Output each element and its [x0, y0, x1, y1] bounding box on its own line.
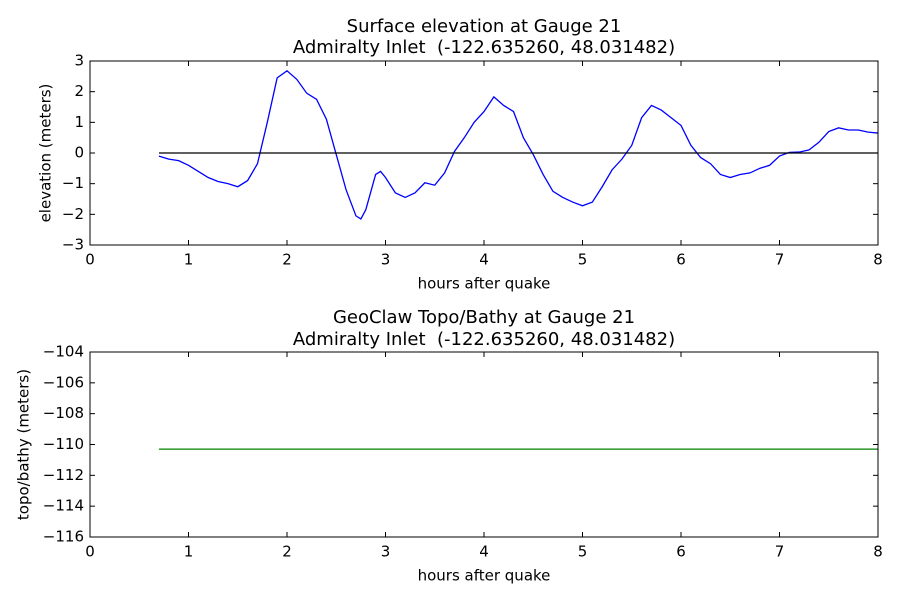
- x-tick-label: 3: [381, 251, 391, 269]
- y-tick-label: −106: [43, 373, 84, 391]
- x-tick-label: 4: [479, 251, 489, 269]
- x-tick-label: 7: [775, 543, 785, 561]
- y-tick-label: −104: [43, 343, 84, 361]
- x-tick-label: 6: [676, 543, 686, 561]
- x-tick-label: 5: [578, 543, 588, 561]
- chart-title: Surface elevation at Gauge 21: [347, 16, 622, 37]
- y-tick-label: −114: [43, 497, 84, 515]
- y-tick-label: 2: [74, 82, 84, 100]
- x-tick-label: 0: [85, 543, 95, 561]
- x-tick-label: 2: [282, 251, 292, 269]
- x-tick-label: 6: [676, 251, 686, 269]
- x-tick-label: 2: [282, 543, 292, 561]
- y-tick-label: 1: [74, 113, 84, 131]
- x-tick-label: 5: [578, 251, 588, 269]
- chart-title: GeoClaw Topo/Bathy at Gauge 21: [333, 307, 635, 328]
- y-tick-label: −2: [62, 205, 84, 223]
- x-tick-label: 8: [873, 251, 883, 269]
- y-tick-label: −108: [43, 404, 84, 422]
- y-tick-label: −116: [43, 528, 84, 546]
- axes-frame: [89, 60, 879, 246]
- y-tick-label: −1: [62, 174, 84, 192]
- x-tick-label: 0: [85, 251, 95, 269]
- y-tick-label: −3: [62, 236, 84, 254]
- chart-subtitle: Admiralty Inlet (-122.635260, 48.031482): [293, 329, 675, 350]
- x-tick-label: 7: [775, 251, 785, 269]
- chart-subtitle: Admiralty Inlet (-122.635260, 48.031482): [293, 37, 675, 58]
- x-axis-label: hours after quake: [418, 275, 551, 293]
- x-tick-label: 3: [381, 543, 391, 561]
- y-tick-label: 3: [74, 52, 84, 70]
- data-line: [158, 69, 879, 220]
- y-tick-label: 0: [74, 144, 84, 162]
- y-axis-label: elevation (meters): [37, 84, 55, 223]
- x-tick-label: 8: [873, 543, 883, 561]
- y-axis-label: topo/bathy (meters): [15, 369, 33, 520]
- x-axis-label: hours after quake: [418, 567, 551, 585]
- axes-frame: [89, 351, 879, 538]
- x-tick-label: 4: [479, 543, 489, 561]
- y-tick-label: −110: [43, 435, 84, 453]
- x-tick-label: 1: [184, 543, 194, 561]
- y-tick-label: −112: [43, 466, 84, 484]
- x-tick-label: 1: [184, 251, 194, 269]
